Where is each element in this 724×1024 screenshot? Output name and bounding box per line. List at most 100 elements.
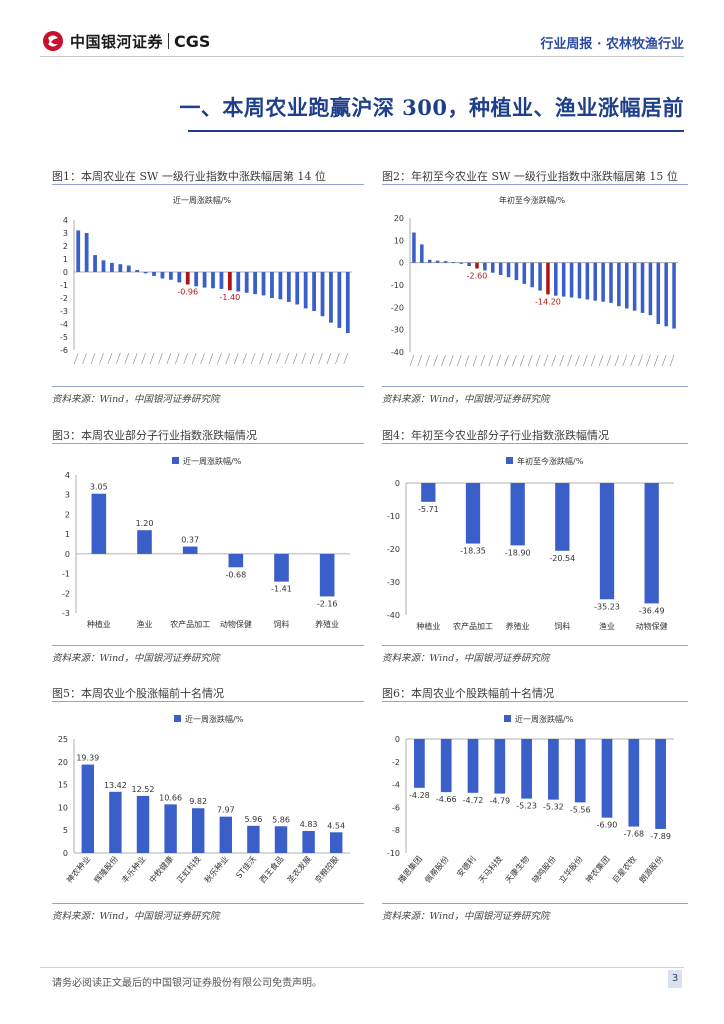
bar bbox=[498, 262, 503, 275]
category-label: 农产品加工 bbox=[170, 619, 210, 629]
category-label: 朗源股份 bbox=[637, 854, 665, 885]
category-label: 辉隆股份 bbox=[92, 854, 120, 885]
legend-label: 年初至今涨跌幅/% bbox=[517, 456, 584, 466]
y-tick-label: 0 bbox=[65, 550, 70, 559]
bar bbox=[421, 483, 436, 502]
category-tick bbox=[267, 352, 273, 365]
footer-disclaimer: 请务必阅读正文最后的中国银河证券股份有限公司免责声明。 bbox=[52, 978, 322, 989]
category-tick bbox=[335, 352, 340, 365]
bar bbox=[93, 255, 97, 272]
category-label: 天马科技 bbox=[476, 854, 504, 885]
category-tick bbox=[472, 354, 478, 367]
category-label: 丰乐种业 bbox=[119, 854, 147, 885]
figure-3-title-rule bbox=[52, 443, 364, 444]
category-label: 渔业 bbox=[137, 619, 153, 629]
category-tick bbox=[630, 354, 635, 367]
category-label: 神农种业 bbox=[64, 854, 92, 885]
y-tick-label: -4 bbox=[60, 320, 68, 329]
bar bbox=[278, 272, 283, 300]
y-tick-label: -5 bbox=[60, 333, 68, 342]
cgs-logo-icon bbox=[43, 31, 63, 51]
category-label: 饲料 bbox=[554, 621, 570, 631]
category-tick bbox=[661, 354, 667, 367]
y-tick-label: 1 bbox=[63, 255, 68, 264]
bar bbox=[530, 262, 534, 288]
bar bbox=[609, 262, 613, 303]
bar bbox=[302, 830, 315, 853]
category-tick bbox=[614, 354, 620, 367]
y-tick-label: -30 bbox=[387, 578, 400, 587]
bar bbox=[483, 262, 487, 271]
bar bbox=[228, 553, 244, 568]
data-label: -36.49 bbox=[639, 606, 665, 615]
bar bbox=[320, 272, 325, 317]
category-tick bbox=[575, 354, 580, 367]
bar bbox=[555, 483, 570, 551]
legend-swatch bbox=[174, 715, 181, 722]
bar bbox=[593, 262, 598, 301]
data-label: -7.89 bbox=[650, 832, 671, 841]
bar bbox=[286, 272, 291, 302]
category-tick bbox=[73, 352, 79, 365]
category-tick bbox=[124, 352, 130, 365]
y-tick-label: 3 bbox=[63, 229, 68, 238]
category-tick bbox=[116, 352, 121, 365]
category-label: 圣农发展 bbox=[285, 854, 313, 885]
bar bbox=[490, 262, 495, 273]
category-tick bbox=[638, 354, 643, 367]
bar bbox=[585, 262, 590, 300]
figure-2-title-rule bbox=[382, 184, 688, 185]
data-label: -1.41 bbox=[271, 585, 292, 594]
category-tick bbox=[425, 354, 430, 367]
category-tick bbox=[512, 354, 517, 367]
category-label: 养殖业 bbox=[506, 621, 530, 631]
bar bbox=[274, 826, 288, 853]
y-tick-label: -3 bbox=[62, 609, 70, 618]
y-tick-label: 0 bbox=[395, 479, 400, 488]
bar bbox=[247, 825, 260, 853]
bar bbox=[628, 739, 640, 827]
bar bbox=[227, 272, 232, 291]
bar bbox=[319, 553, 335, 597]
y-tick-label: 5 bbox=[63, 826, 68, 835]
bar bbox=[191, 808, 205, 853]
category-tick bbox=[99, 352, 104, 365]
figure-5-title: 图5：本周农业个股涨幅前十名情况 bbox=[52, 687, 224, 700]
y-tick-label: 4 bbox=[65, 471, 70, 480]
bar bbox=[427, 259, 432, 263]
bar bbox=[624, 262, 629, 309]
bar bbox=[574, 739, 586, 803]
data-label: -0.68 bbox=[225, 570, 246, 579]
section-title: 一、本周农业跑赢沪深 300，种植业、渔业涨幅居前 bbox=[179, 95, 684, 120]
category-tick bbox=[654, 354, 659, 367]
category-tick bbox=[82, 352, 87, 365]
bar bbox=[219, 272, 224, 289]
data-label: 4.54 bbox=[327, 821, 345, 830]
category-tick bbox=[191, 352, 197, 365]
y-tick-label: -6 bbox=[392, 803, 400, 812]
category-tick bbox=[535, 354, 541, 367]
chart-5: 近一周涨跌幅/% 25 20 15 10 5 0 19.39 神农种业 13.42 辉隆股份 12.5… bbox=[58, 714, 350, 885]
data-label: -5.71 bbox=[418, 505, 439, 514]
y-tick-label: 2 bbox=[65, 510, 70, 519]
category-label: 天康生物 bbox=[503, 854, 531, 885]
category-label: 动物保健 bbox=[636, 621, 668, 631]
data-label: 3.05 bbox=[90, 483, 108, 492]
category-tick bbox=[200, 352, 205, 365]
bar bbox=[91, 493, 107, 554]
data-label: -4.66 bbox=[436, 795, 457, 804]
category-label: 秋乐种业 bbox=[202, 854, 230, 885]
figure-3-title: 图3：本周农业部分子行业指数涨跌幅情况 bbox=[52, 429, 257, 442]
bar bbox=[601, 262, 605, 302]
bar bbox=[440, 739, 452, 793]
bar bbox=[546, 262, 550, 295]
data-label: -2.16 bbox=[317, 599, 338, 608]
legend-label: 近一周涨跌幅/% bbox=[515, 714, 574, 724]
y-tick-label: -1 bbox=[62, 570, 70, 579]
category-label: 渔业 bbox=[599, 621, 615, 631]
category-tick bbox=[449, 354, 454, 367]
bar bbox=[548, 739, 559, 800]
page-number: 3 bbox=[668, 970, 682, 988]
source-rule-2 bbox=[382, 386, 688, 387]
bar bbox=[270, 272, 274, 298]
